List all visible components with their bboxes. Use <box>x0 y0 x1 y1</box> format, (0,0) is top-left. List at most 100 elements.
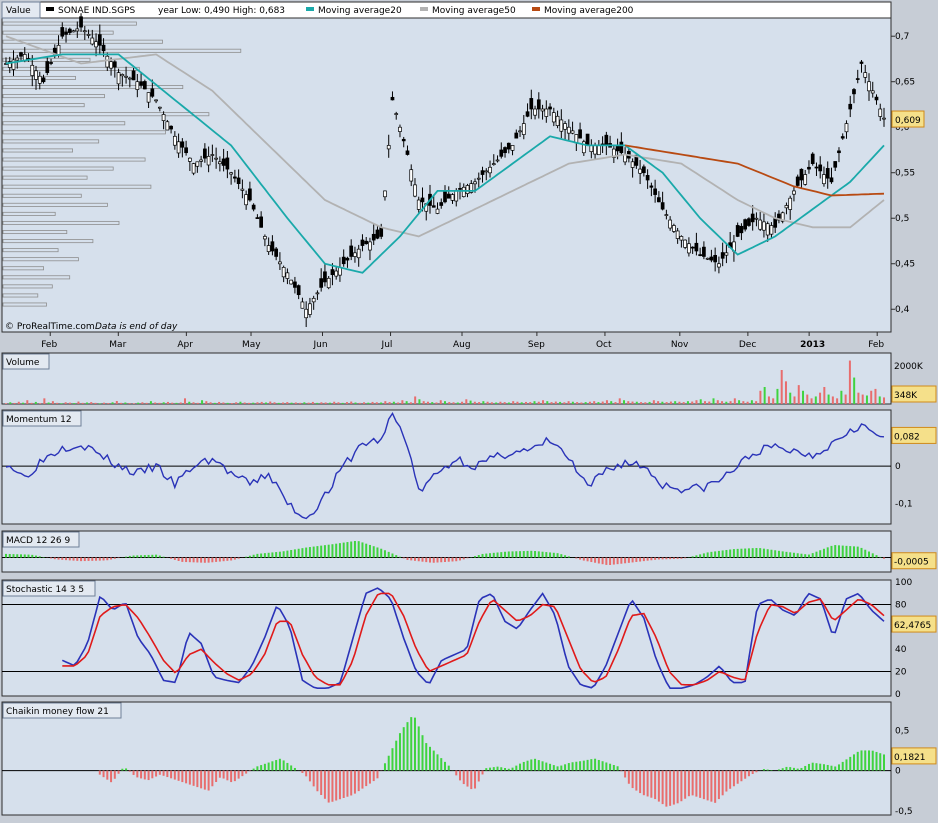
candle-body <box>398 126 402 132</box>
candle-body <box>585 133 590 146</box>
candle-body <box>675 230 680 239</box>
momentum-line <box>5 411 885 520</box>
candle-body <box>176 141 181 154</box>
candle-body <box>540 108 545 112</box>
candle-body <box>435 208 440 214</box>
legend-swatch-price <box>46 7 54 11</box>
candle-body <box>529 98 534 110</box>
candle-body <box>687 243 691 254</box>
candle-body <box>859 61 864 64</box>
candle-body <box>604 134 609 146</box>
candle-body <box>754 217 759 220</box>
volume-profile-bar <box>2 293 39 298</box>
volume-profile-bar <box>2 121 126 126</box>
volume-ytick-label: 2000K <box>894 362 924 372</box>
candle-body <box>874 96 879 101</box>
candle-body <box>356 248 361 259</box>
candle-body <box>450 194 455 201</box>
candle-body <box>645 175 650 181</box>
candle-body <box>330 269 335 276</box>
candle-body <box>259 216 263 228</box>
candle-body <box>326 277 331 289</box>
candle-body <box>458 188 462 190</box>
volume-profile-bar <box>2 230 68 235</box>
candle-body <box>221 158 226 166</box>
candle-body <box>698 254 702 256</box>
candle-body <box>161 114 166 121</box>
candle-body <box>37 75 42 84</box>
month-label: May <box>242 340 261 350</box>
candle-body <box>818 164 823 172</box>
candle-body <box>878 108 883 117</box>
candle-body <box>825 168 830 179</box>
candle-body <box>863 72 868 78</box>
candle-body <box>409 169 414 182</box>
chaikin-last-value: 0,1821 <box>894 753 926 763</box>
volume-profile-bar <box>2 112 210 117</box>
candle-body <box>112 61 117 68</box>
candle-body <box>97 34 102 46</box>
volume-profile-bar <box>2 284 53 289</box>
candle-body <box>229 172 233 175</box>
candle-body <box>142 81 147 90</box>
candle-body <box>855 78 860 80</box>
candle-body <box>720 252 725 259</box>
volume-last-value-tag <box>891 385 937 403</box>
candle-body <box>882 117 886 120</box>
volume-profile-bar <box>2 302 47 307</box>
candle-body <box>638 168 642 174</box>
candle-body <box>653 188 657 195</box>
candle-body <box>473 181 477 185</box>
stochastic-ytick-label: 20 <box>895 667 907 677</box>
candle-body <box>533 108 537 116</box>
candle-body <box>717 263 721 268</box>
volume-profile-bar <box>2 139 100 144</box>
candle-body <box>679 236 684 241</box>
candle-body <box>94 41 98 48</box>
candle-body <box>810 153 815 164</box>
volume-profile-bar <box>2 66 140 71</box>
legend-label-sma200: Moving average200 <box>544 6 634 16</box>
year-range-summary: year Low: 0,490 High: 0,683 <box>158 6 285 16</box>
candle-body <box>765 223 770 236</box>
candle-body <box>506 142 511 150</box>
candle-body <box>218 161 222 165</box>
volume-profile-bar <box>2 248 59 253</box>
candle-body <box>199 159 203 162</box>
macd-last-value-tag <box>891 552 937 570</box>
candle-body <box>184 147 188 154</box>
price-last-value: 0,609 <box>895 116 921 126</box>
price-ytick-label: 0,5 <box>895 214 909 224</box>
candle-body <box>146 92 151 103</box>
volume-profile-bar <box>2 193 82 198</box>
candle-body <box>593 145 597 155</box>
candle-body <box>446 193 451 199</box>
legend-swatch-sma200 <box>532 7 540 11</box>
candle-body <box>319 278 324 288</box>
candle-body <box>619 141 624 154</box>
candle-body <box>420 197 425 203</box>
candle-body <box>251 204 256 210</box>
candle-body <box>139 81 143 86</box>
pane-label-tab <box>2 531 80 548</box>
candle-body <box>281 267 286 278</box>
candle-body <box>225 157 230 170</box>
candle-body <box>296 285 301 296</box>
candle-body <box>769 225 774 235</box>
candle-body <box>589 145 594 152</box>
candle-body <box>705 257 710 260</box>
candle-body <box>67 28 72 33</box>
candle-body <box>780 212 785 222</box>
candle-body <box>544 108 549 117</box>
candle-body <box>491 163 496 165</box>
volume-profile-bar <box>2 85 184 90</box>
pane-label-tab <box>2 580 96 597</box>
candle-body <box>476 177 481 180</box>
stochastic-pane-label: Stochastic 14 3 5 <box>6 585 84 595</box>
stochastic-ytick-label: 40 <box>895 645 907 655</box>
candle-body <box>525 111 530 117</box>
candle-body <box>266 245 271 252</box>
candle-body <box>101 44 106 52</box>
candle-body <box>416 199 421 210</box>
month-label: Oct <box>596 340 612 350</box>
